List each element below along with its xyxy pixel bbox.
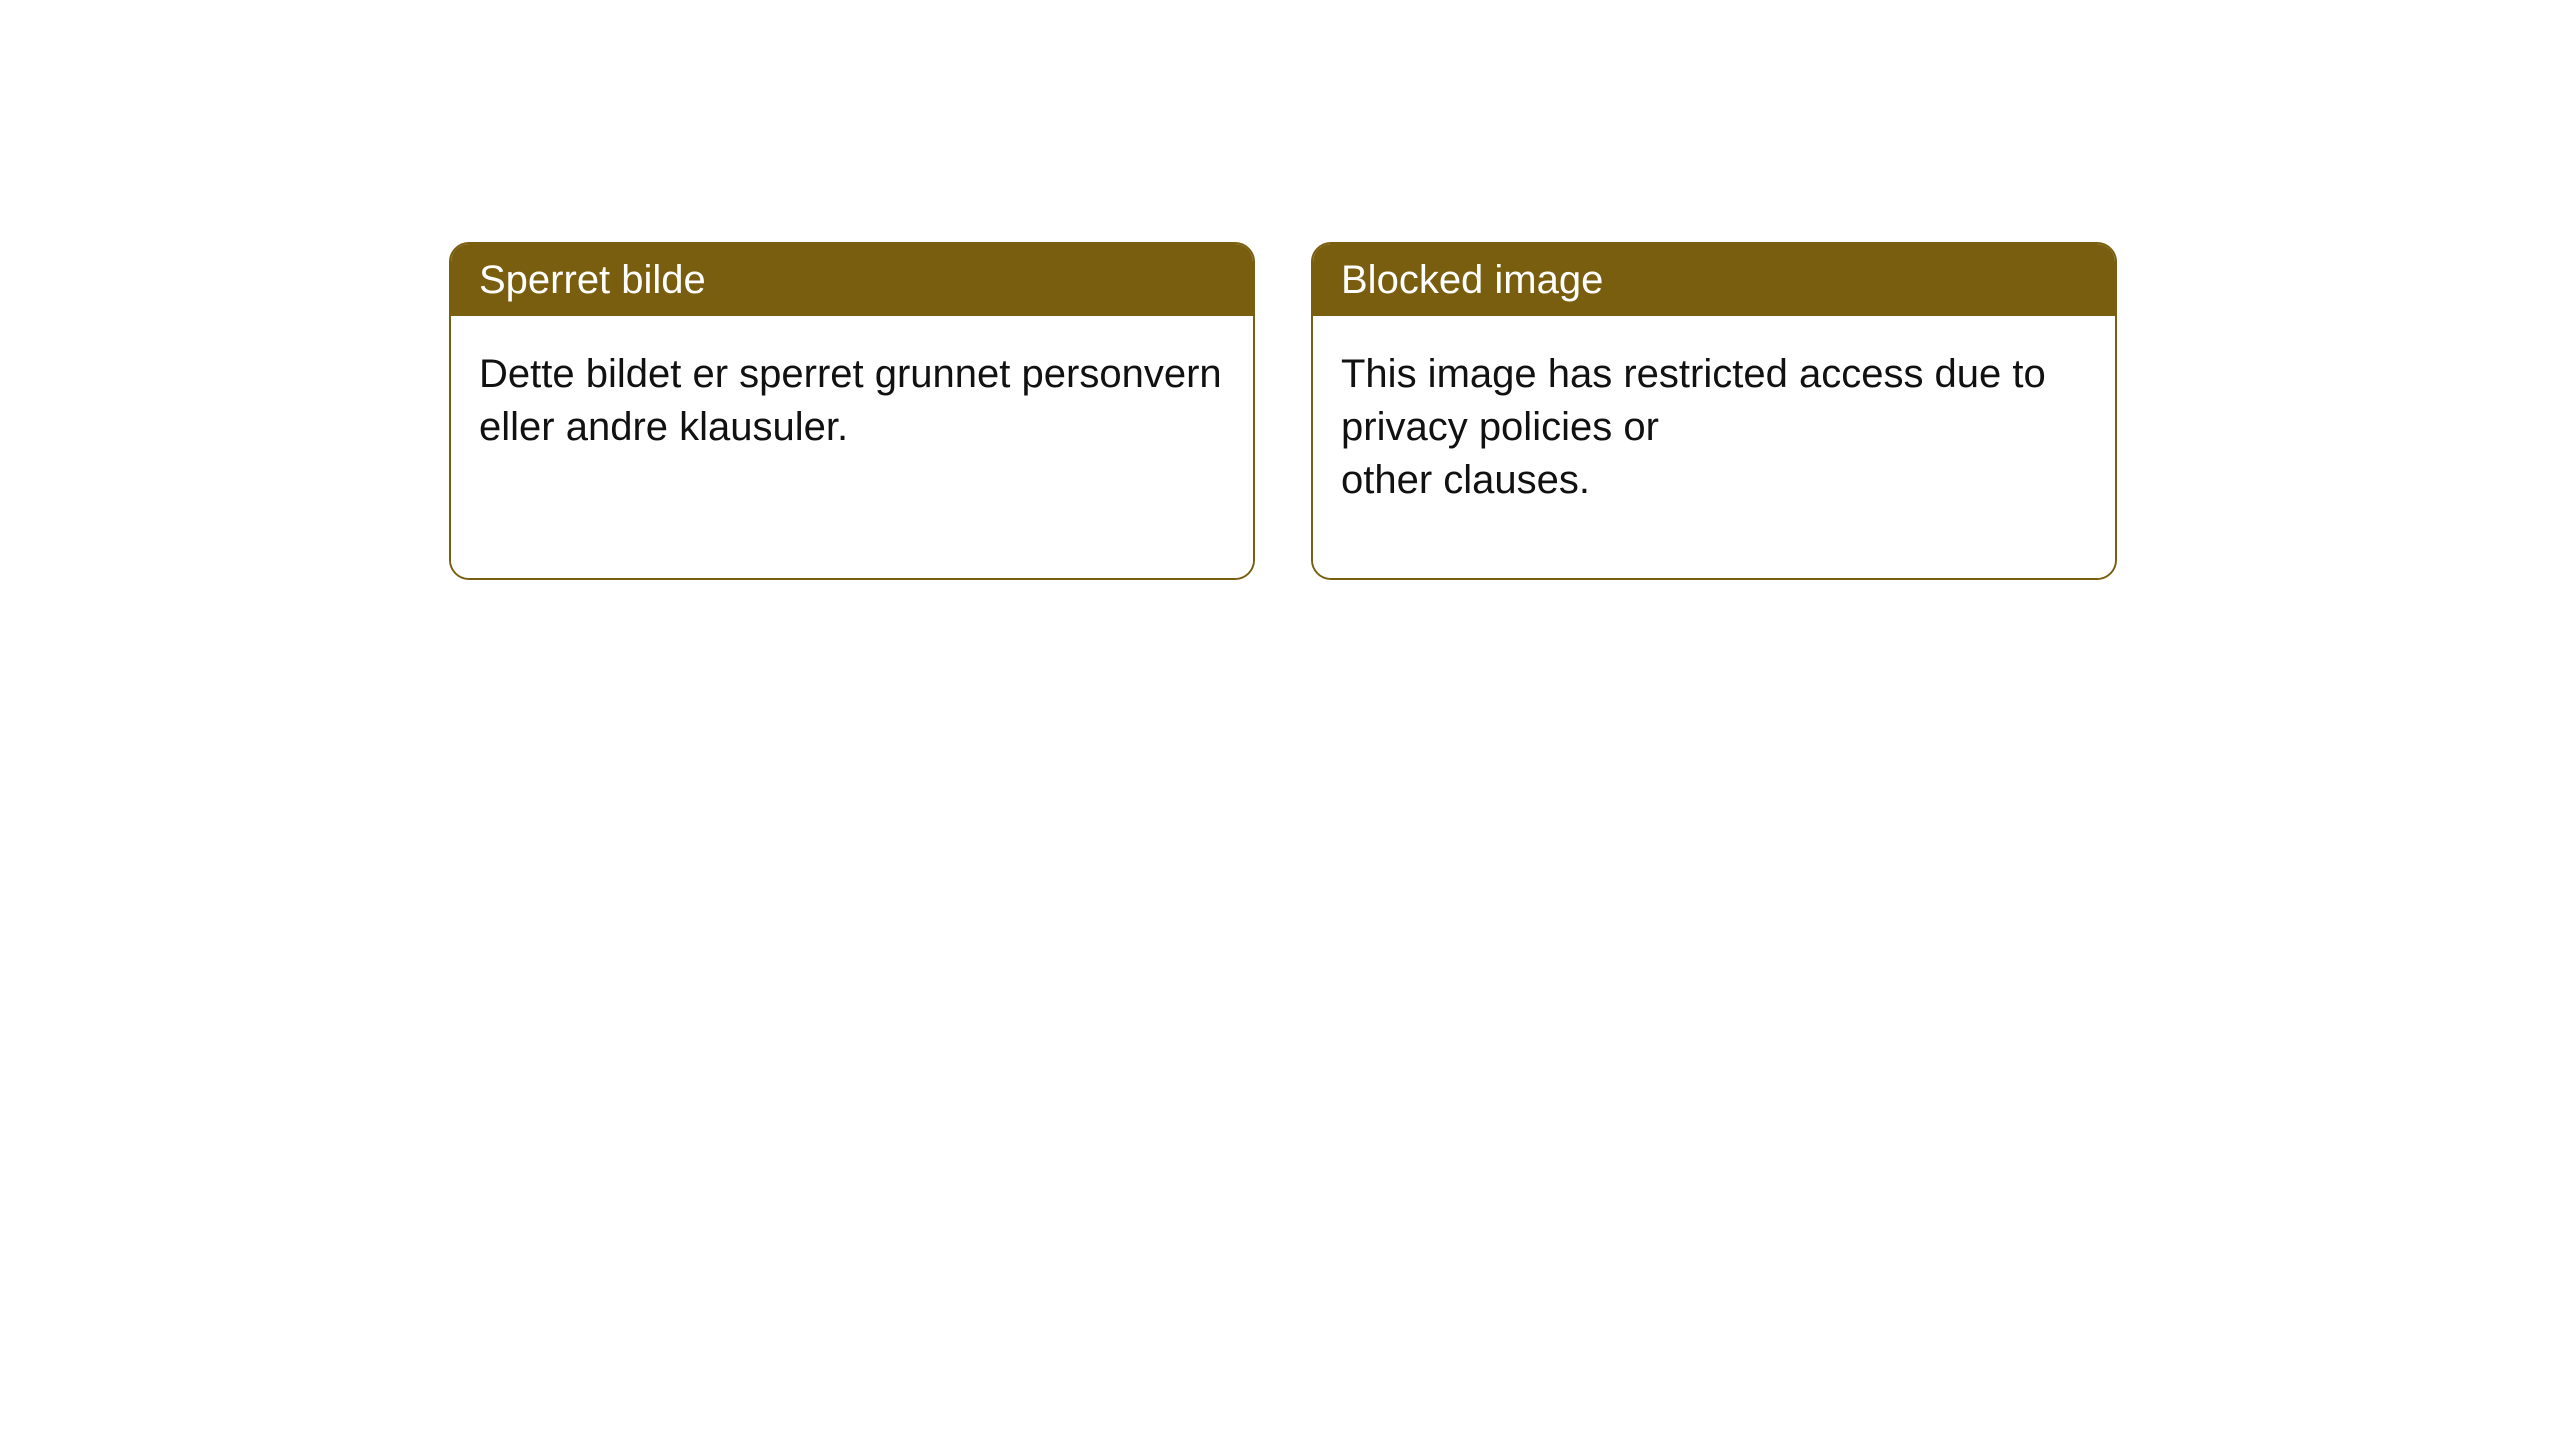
notice-title-english: Blocked image (1313, 244, 2115, 316)
notice-container: Sperret bilde Dette bildet er sperret gr… (449, 242, 2117, 580)
notice-title-norwegian: Sperret bilde (451, 244, 1253, 316)
notice-card-norwegian: Sperret bilde Dette bildet er sperret gr… (449, 242, 1255, 580)
notice-card-english: Blocked image This image has restricted … (1311, 242, 2117, 580)
notice-body-norwegian: Dette bildet er sperret grunnet personve… (451, 316, 1253, 578)
notice-body-english: This image has restricted access due to … (1313, 316, 2115, 578)
